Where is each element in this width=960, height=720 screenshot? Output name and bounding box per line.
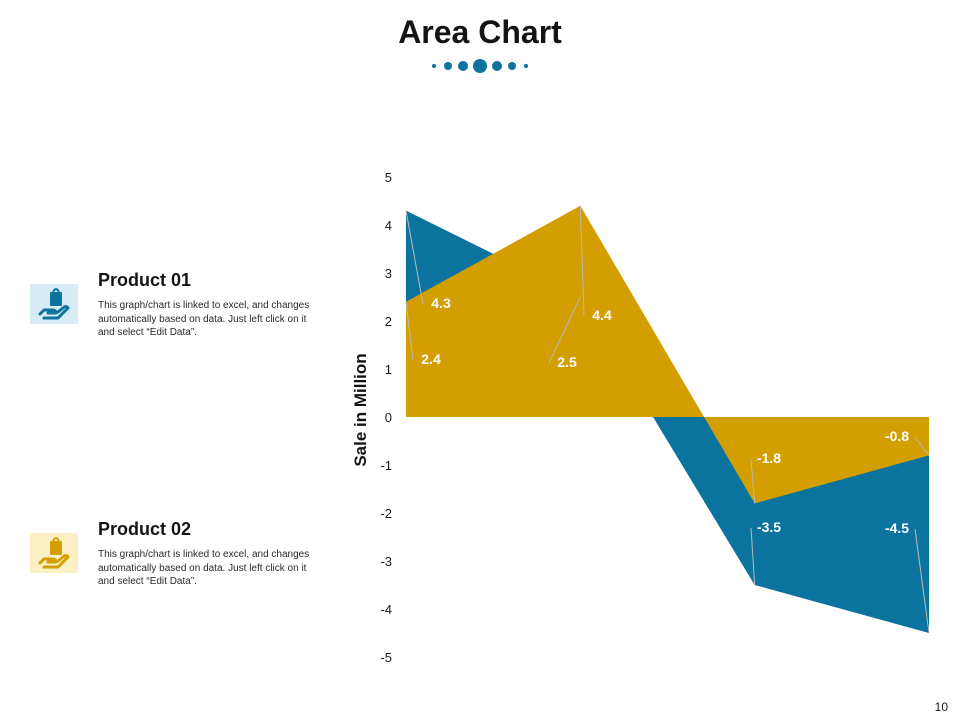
- label-leader-line: [405, 301, 414, 361]
- area-series-2: [406, 205, 929, 504]
- y-tick-label: -2: [380, 506, 392, 521]
- data-label: 2.4: [421, 351, 441, 367]
- data-label: 2.5: [557, 354, 577, 370]
- hand-holding-bag-icon: [30, 284, 78, 324]
- data-label: 4.4: [592, 307, 612, 323]
- decor-dot: [524, 64, 528, 68]
- label-leader-line: [914, 436, 930, 456]
- label-leader-line: [750, 458, 756, 504]
- legend-description: This graph/chart is linked to excel, and…: [98, 300, 310, 338]
- legend-name: Product 01: [98, 270, 192, 290]
- page-number: 10: [934, 700, 948, 714]
- hand-holding-bag-icon: [30, 533, 78, 573]
- label-leader-line: [548, 296, 581, 364]
- decor-dot: [432, 64, 436, 68]
- decor-dot: [458, 61, 468, 71]
- data-labels: 4.3 2.5 -3.5 -4.5 2.4 4.4 -1.8 -0.8: [405, 205, 930, 634]
- y-tick-label: -3: [380, 554, 392, 569]
- decor-dot: [473, 59, 487, 73]
- decor-dot: [492, 61, 502, 71]
- data-label: -4.5: [885, 520, 909, 536]
- y-axis-label: Sale in Million: [351, 353, 370, 466]
- page-title: Area Chart: [398, 14, 562, 50]
- data-label: 4.3: [431, 295, 451, 311]
- y-tick-label: 5: [385, 170, 392, 185]
- legend-name: Product 02: [98, 519, 192, 539]
- area-layer: [406, 205, 929, 633]
- data-label: -1.8: [757, 450, 781, 466]
- decor-dot: [508, 62, 516, 70]
- data-label: -3.5: [757, 519, 781, 535]
- y-tick-label: 2: [385, 314, 392, 329]
- label-leader-line: [750, 527, 756, 586]
- y-tick-label: -4: [380, 602, 392, 617]
- y-tick-label: -1: [380, 458, 392, 473]
- title-dots-decoration: [432, 59, 528, 73]
- y-tick-label: 1: [385, 362, 392, 377]
- legend-description: This graph/chart is linked to excel, and…: [98, 549, 310, 587]
- decor-dot: [444, 62, 452, 70]
- y-axis-ticks: 5 4 3 2 1 0 -1 -2 -3 -4 -5: [380, 170, 392, 665]
- y-tick-label: 4: [385, 218, 392, 233]
- y-tick-label: -5: [380, 650, 392, 665]
- data-label: -0.8: [885, 428, 909, 444]
- label-leader-line: [914, 528, 930, 634]
- y-tick-label: 0: [385, 410, 392, 425]
- label-leader-line: [579, 205, 585, 317]
- label-leader-line: [405, 210, 424, 305]
- y-tick-label: 3: [385, 266, 392, 281]
